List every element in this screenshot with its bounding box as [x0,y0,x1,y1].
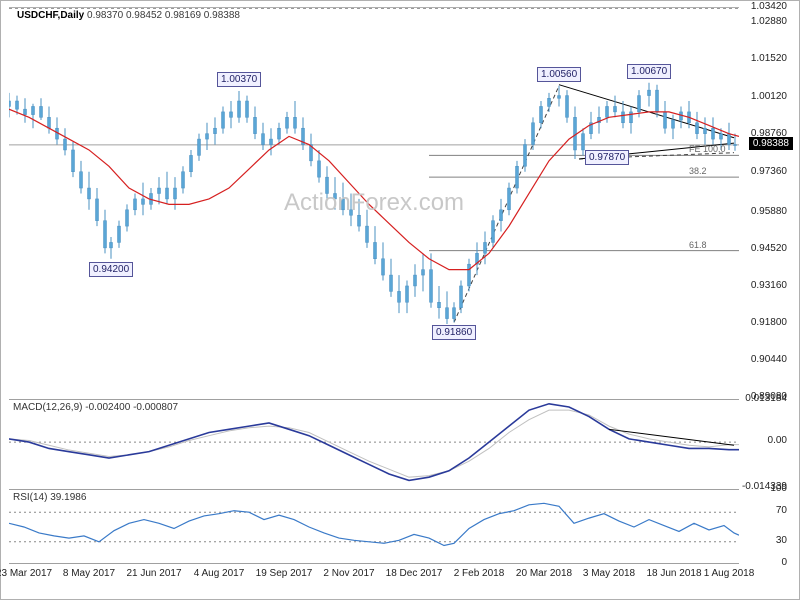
y-tick: 0.91800 [751,317,787,328]
fib-label: 61.8 [689,240,707,250]
ohlc-label: 0.98370 0.98452 0.98169 0.98388 [87,10,240,21]
x-tick: 2 Nov 2017 [323,568,374,579]
price-label: 0.94200 [89,262,133,277]
fib-label: FE 100.0 [689,144,726,154]
y-tick: 1.01520 [751,53,787,64]
rsi-panel[interactable]: RSI(14) 39.1986 [9,489,739,564]
y-tick: 0.013184 [745,393,787,404]
price-label: 1.00560 [537,67,581,82]
x-tick: 23 Mar 2017 [0,568,52,579]
x-tick: 1 Aug 2018 [704,568,755,579]
price-label: 0.91860 [432,325,476,340]
x-tick: 4 Aug 2017 [194,568,245,579]
current-price-box: 0.98388 [749,137,793,150]
x-tick: 3 May 2018 [583,568,635,579]
y-tick: 30 [776,535,787,546]
price-label: 1.00370 [217,72,261,87]
y-tick: 100 [770,483,787,494]
x-tick: 21 Jun 2017 [126,568,181,579]
x-tick: 8 May 2017 [63,568,115,579]
rsi-svg [9,490,739,564]
y-tick: 0 [781,557,787,568]
y-tick: 70 [776,505,787,516]
x-tick: 19 Sep 2017 [256,568,313,579]
x-tick: 20 Mar 2018 [516,568,572,579]
y-tick: 1.02880 [751,16,787,27]
chart-title: USDCHF,Daily 0.98370 0.98452 0.98169 0.9… [17,10,240,21]
y-tick: 0.94520 [751,243,787,254]
fib-label: 38.2 [689,166,707,176]
macd-svg [9,400,739,488]
macd-panel[interactable]: MACD(12,26,9) -0.002400 -0.000807 [9,399,739,488]
macd-title: MACD(12,26,9) -0.002400 -0.000807 [13,402,178,413]
x-axis: 23 Mar 20178 May 201721 Jun 20174 Aug 20… [9,563,739,596]
y-tick: 0.93160 [751,280,787,291]
chart-container: ActionForex.com USDCHF,Daily 0.98370 0.9… [0,0,800,600]
rsi-title: RSI(14) 39.1986 [13,492,86,503]
x-tick: 18 Dec 2017 [386,568,443,579]
symbol-label: USDCHF,Daily [17,10,84,21]
y-tick: 0.97360 [751,166,787,177]
y-tick: 1.00120 [751,91,787,102]
price-label: 0.97870 [585,150,629,165]
x-tick: 18 Jun 2018 [646,568,701,579]
y-tick: 0.90440 [751,354,787,365]
price-label: 1.00670 [627,64,671,79]
y-tick: 0.00 [768,435,787,446]
y-tick: 0.95880 [751,206,787,217]
x-tick: 2 Feb 2018 [454,568,505,579]
y-tick: 1.03420 [751,1,787,12]
